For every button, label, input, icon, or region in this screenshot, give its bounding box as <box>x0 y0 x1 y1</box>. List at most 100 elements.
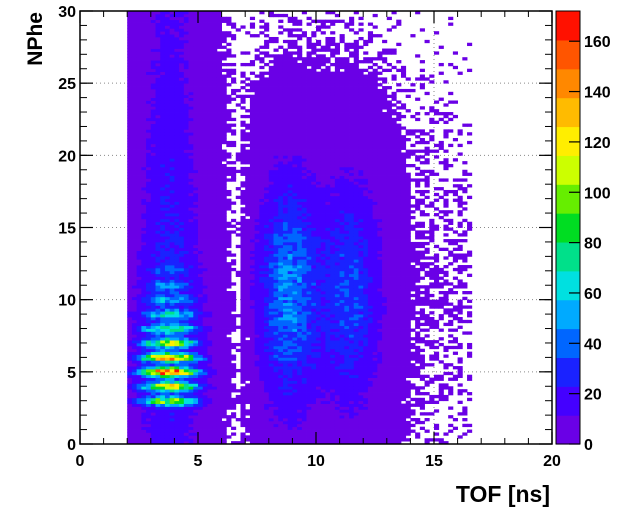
heatmap-cell <box>146 192 152 197</box>
heatmap-cell <box>127 45 133 49</box>
heatmap-cell <box>141 429 147 433</box>
heatmap-cell <box>127 423 133 428</box>
heatmap-cell <box>141 189 147 194</box>
heatmap-cell <box>169 178 175 182</box>
heatmap-cell <box>141 406 147 410</box>
heatmap-cell <box>188 291 194 295</box>
heatmap-cell <box>131 319 138 324</box>
heatmap-cell <box>287 236 293 240</box>
heatmap-cell <box>155 374 161 379</box>
heatmap-cell <box>259 426 265 430</box>
heatmap-cell <box>212 296 218 301</box>
heatmap-cell <box>278 120 284 124</box>
heatmap-cell <box>179 88 185 93</box>
heatmap-cell <box>131 146 138 150</box>
heatmap-cell <box>268 308 274 312</box>
heatmap-cell <box>254 143 260 148</box>
heatmap-cell <box>150 273 156 277</box>
heatmap-cell <box>268 386 274 390</box>
heatmap-cell <box>287 276 293 280</box>
heatmap-cell <box>235 103 241 107</box>
heatmap-cell <box>207 74 213 78</box>
heatmap-cell <box>221 169 227 174</box>
heatmap-cell <box>221 184 227 188</box>
heatmap-cell <box>198 88 204 93</box>
heatmap-cell <box>292 62 298 67</box>
heatmap-cell <box>198 189 204 194</box>
heatmap-cell <box>169 244 175 249</box>
heatmap-cell <box>212 192 218 197</box>
heatmap-cell <box>268 11 274 15</box>
heatmap-cell <box>179 386 185 390</box>
heatmap-cell <box>179 169 185 174</box>
heatmap-cell <box>136 265 142 269</box>
heatmap-cell <box>141 241 147 246</box>
heatmap-cell <box>287 163 293 168</box>
heatmap-cell <box>249 262 256 266</box>
heatmap-cell <box>264 386 270 390</box>
heatmap-cell <box>235 169 241 174</box>
heatmap-cell <box>183 227 189 231</box>
heatmap-cell <box>259 429 265 433</box>
heatmap-cell <box>292 114 298 119</box>
heatmap-cell <box>278 213 284 217</box>
heatmap-cell <box>127 54 133 58</box>
heatmap-cell <box>188 210 194 214</box>
heatmap-cell <box>207 54 213 58</box>
heatmap-cell <box>287 302 293 306</box>
heatmap-cell <box>179 51 185 55</box>
heatmap-cell <box>249 311 256 315</box>
heatmap-cell <box>169 60 175 64</box>
heatmap-cell <box>127 342 133 347</box>
heatmap-cell <box>127 210 133 214</box>
heatmap-cell <box>141 83 147 87</box>
heatmap-cell <box>179 221 185 226</box>
heatmap-cell <box>249 360 256 364</box>
heatmap-cell <box>160 88 166 93</box>
heatmap-cell <box>245 218 251 223</box>
heatmap-cell <box>160 218 166 223</box>
heatmap-cell <box>193 305 199 309</box>
heatmap-cell <box>254 418 260 422</box>
heatmap-cell <box>221 259 227 263</box>
heatmap-cell <box>287 293 293 298</box>
heatmap-cell <box>160 103 166 107</box>
heatmap-cell <box>254 146 260 150</box>
heatmap-cell <box>131 19 138 23</box>
heatmap-cell <box>207 406 213 410</box>
heatmap-cell <box>216 178 222 182</box>
heatmap-cell <box>131 383 138 387</box>
heatmap-cell <box>254 400 260 404</box>
heatmap-cell <box>127 132 133 136</box>
heatmap-cell <box>169 195 175 200</box>
heatmap-cell <box>221 181 227 185</box>
heatmap-cell <box>249 383 256 387</box>
heatmap-cell <box>141 109 147 113</box>
heatmap-cell <box>136 337 142 341</box>
heatmap-cell <box>249 244 256 249</box>
heatmap-cell <box>259 178 265 182</box>
heatmap-cell <box>282 345 289 350</box>
heatmap-cell <box>198 97 204 101</box>
heatmap-cell <box>202 282 208 286</box>
heatmap-cell <box>193 337 199 341</box>
heatmap-cell <box>198 213 204 217</box>
heatmap-cell <box>287 265 293 269</box>
heatmap-cell <box>231 383 237 387</box>
heatmap-cell <box>278 279 284 283</box>
heatmap-cell <box>278 117 284 122</box>
heatmap-cell <box>174 368 180 373</box>
heatmap-cell <box>183 441 189 444</box>
heatmap-cell <box>240 441 246 444</box>
heatmap-cell <box>278 305 284 309</box>
heatmap-cell <box>150 241 156 246</box>
heatmap-cell <box>136 100 142 104</box>
heatmap-cell <box>188 184 194 188</box>
heatmap-cell <box>131 250 138 254</box>
heatmap-cell <box>174 132 180 136</box>
heatmap-cell <box>216 34 222 38</box>
heatmap-cell <box>226 265 232 269</box>
heatmap-cell <box>141 22 147 26</box>
heatmap-cell <box>146 340 152 344</box>
heatmap-cell <box>183 218 189 223</box>
